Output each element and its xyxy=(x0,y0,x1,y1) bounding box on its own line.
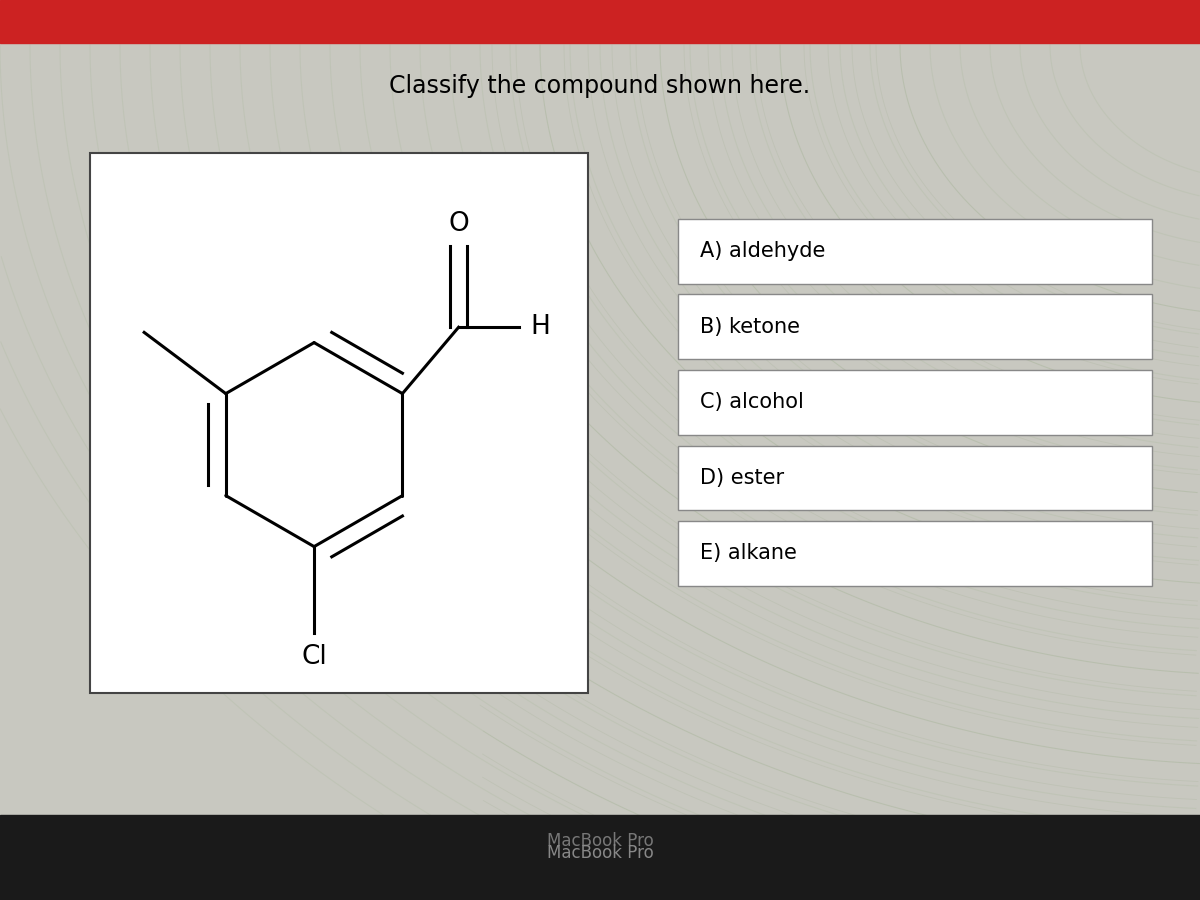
Bar xyxy=(678,521,1152,586)
Bar xyxy=(0,0,1200,43)
Text: MacBook Pro: MacBook Pro xyxy=(547,844,653,862)
Text: A) aldehyde: A) aldehyde xyxy=(700,241,824,261)
Text: O: O xyxy=(448,211,469,237)
Bar xyxy=(678,219,1152,284)
Bar xyxy=(678,446,1152,510)
Text: H: H xyxy=(530,314,551,340)
Bar xyxy=(0,814,1200,900)
Bar xyxy=(90,153,588,693)
Text: D) ester: D) ester xyxy=(700,468,784,488)
Text: B) ketone: B) ketone xyxy=(700,317,799,337)
Text: MacBook Pro: MacBook Pro xyxy=(547,832,653,850)
Bar xyxy=(678,294,1152,359)
Bar xyxy=(678,370,1152,435)
Text: Cl: Cl xyxy=(301,644,326,670)
Text: C) alcohol: C) alcohol xyxy=(700,392,804,412)
Text: Classify the compound shown here.: Classify the compound shown here. xyxy=(390,74,810,97)
Text: E) alkane: E) alkane xyxy=(700,544,797,563)
